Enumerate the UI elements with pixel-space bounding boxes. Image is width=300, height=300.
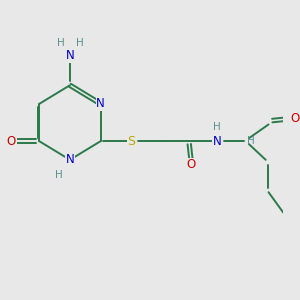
Text: H: H bbox=[213, 122, 221, 132]
Text: O: O bbox=[290, 112, 299, 125]
Text: O: O bbox=[7, 135, 16, 148]
Text: S: S bbox=[128, 135, 135, 148]
Text: H: H bbox=[57, 38, 64, 48]
Text: O: O bbox=[187, 158, 196, 171]
Text: N: N bbox=[66, 153, 74, 166]
Text: N: N bbox=[66, 49, 74, 62]
Text: H: H bbox=[76, 38, 84, 48]
Text: N: N bbox=[213, 135, 222, 148]
Text: N: N bbox=[96, 98, 105, 110]
Text: H: H bbox=[55, 169, 63, 179]
Text: H: H bbox=[247, 136, 255, 146]
